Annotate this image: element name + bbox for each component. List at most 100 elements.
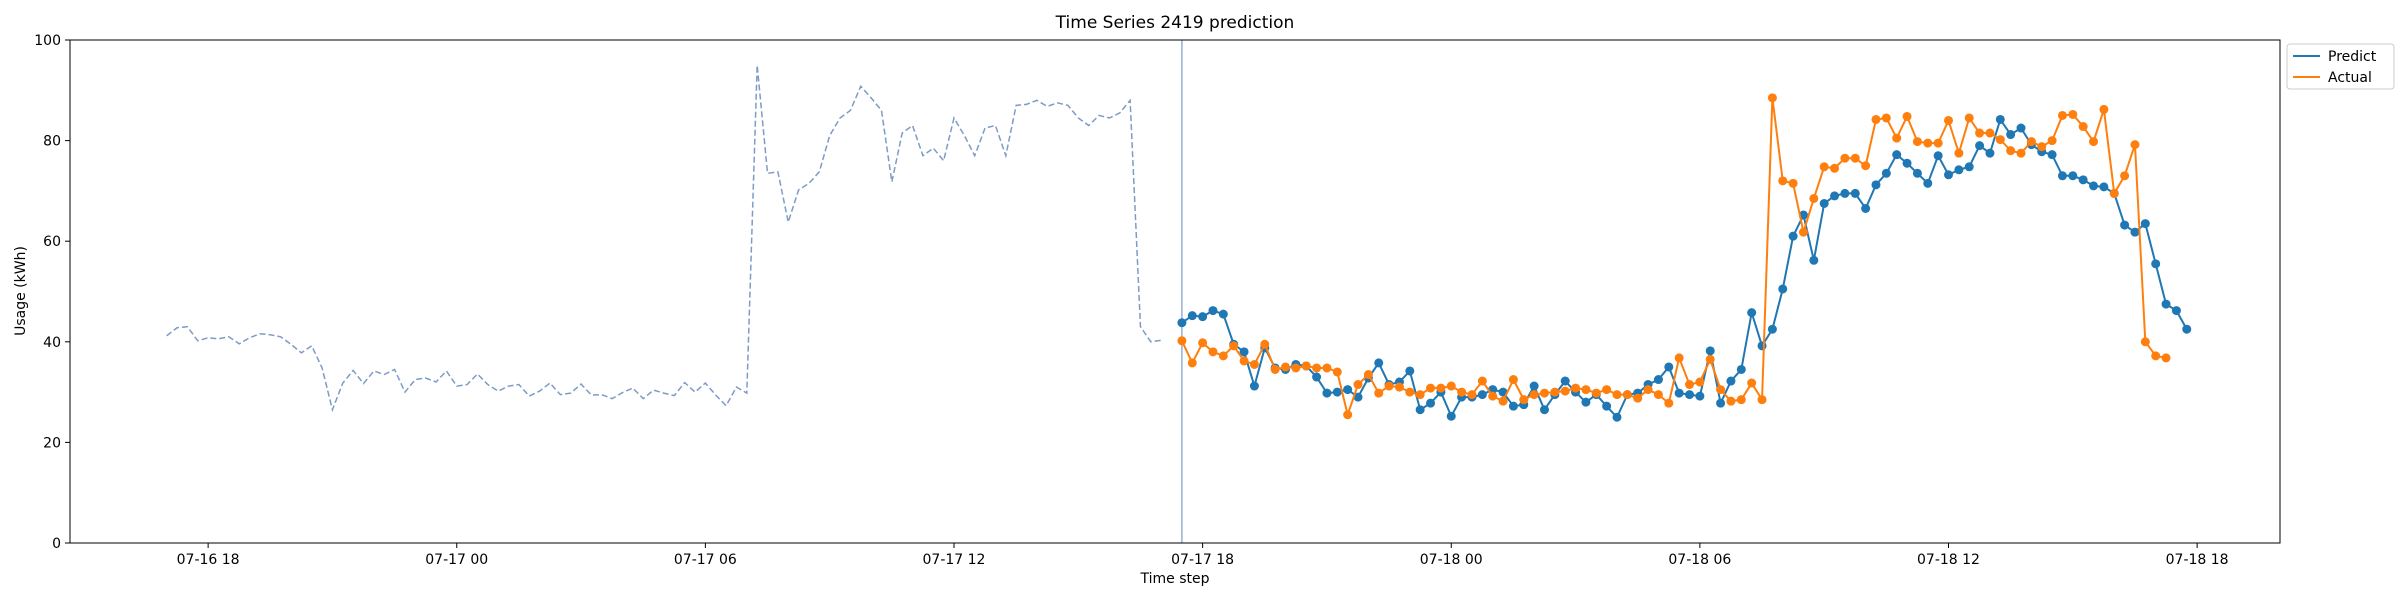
actual-point	[1975, 128, 1985, 138]
actual-point	[1332, 367, 1342, 377]
actual-point	[1229, 341, 1239, 351]
actual-point	[1270, 364, 1280, 374]
predict-point	[1830, 191, 1840, 201]
actual-point	[1343, 410, 1353, 420]
predict-point	[1985, 148, 1995, 158]
actual-point	[1985, 128, 1995, 138]
actual-point	[2130, 140, 2140, 150]
predict-point	[1964, 162, 1974, 172]
predict-point	[1198, 312, 1208, 322]
actual-point	[1187, 358, 1197, 368]
predict-point	[2099, 182, 2109, 192]
actual-point	[1840, 153, 1850, 163]
actual-point	[1322, 363, 1332, 373]
predict-point	[1539, 405, 1549, 415]
predict-point	[1374, 358, 1384, 368]
y-tick-label: 40	[43, 335, 61, 351]
predict-point	[1861, 204, 1871, 213]
actual-point	[1923, 138, 1933, 148]
actual-point	[2006, 146, 2016, 156]
predict-point	[1446, 411, 1456, 421]
predict-point	[1664, 362, 1674, 372]
predict-point	[1405, 366, 1415, 376]
predict-point	[2068, 171, 2078, 181]
plot-area	[70, 40, 2280, 543]
actual-point	[1374, 388, 1384, 398]
actual-point	[1301, 361, 1311, 371]
actual-point	[1467, 390, 1477, 400]
x-tick-label: 07-17 18	[1171, 552, 1234, 568]
actual-point	[1488, 391, 1498, 401]
y-axis-label: Usage (kWh)	[13, 246, 29, 336]
predict-point	[2182, 324, 2192, 334]
actual-point	[1778, 176, 1788, 186]
actual-point	[2140, 337, 2150, 347]
actual-point	[1529, 390, 1539, 400]
x-tick-label: 07-17 12	[923, 552, 986, 568]
predict-point	[1809, 255, 1819, 265]
predict-point	[2006, 130, 2016, 140]
predict-series	[1177, 114, 2192, 422]
predict-point	[1685, 390, 1695, 400]
actual-point	[2099, 104, 2109, 114]
predict-point	[1332, 387, 1342, 397]
predict-point	[2130, 227, 2140, 237]
predict-point	[1312, 372, 1322, 382]
actual-point	[1861, 161, 1871, 171]
predict-point	[1529, 381, 1539, 391]
predict-point	[2057, 171, 2067, 181]
actual-point	[1602, 385, 1612, 395]
actual-point	[1612, 390, 1622, 400]
predict-point	[1426, 398, 1436, 408]
actual-point	[1353, 380, 1363, 390]
x-axis-label: Time step	[1140, 571, 1210, 587]
actual-point	[1415, 390, 1425, 400]
actual-point	[1457, 387, 1467, 397]
predict-point	[1923, 178, 1933, 188]
actual-point	[1633, 393, 1643, 403]
predict-point	[1819, 198, 1829, 208]
actual-point	[1426, 383, 1436, 393]
y-tick-label: 20	[43, 435, 61, 451]
history-line	[166, 65, 1162, 413]
y-tick-label: 80	[43, 134, 61, 150]
actual-point	[2109, 188, 2119, 198]
actual-point	[2120, 171, 2130, 181]
predict-point	[1477, 390, 1487, 400]
predict-point	[1871, 180, 1881, 190]
y-tick-label: 100	[34, 33, 61, 49]
predict-point	[1767, 324, 1777, 334]
predict-point	[1674, 388, 1684, 398]
actual-point	[1591, 388, 1601, 398]
actual-point	[1560, 386, 1570, 396]
actual-point	[1249, 359, 1259, 369]
actual-point	[1198, 338, 1208, 348]
actual-point	[1519, 395, 1529, 405]
plot-frame	[69, 39, 2281, 544]
series-layer	[1177, 93, 2192, 422]
predict-point	[1602, 401, 1612, 411]
actual-point	[1363, 370, 1373, 379]
predict-point	[1778, 284, 1788, 294]
actual-point	[1498, 396, 1508, 406]
predict-point	[1954, 165, 1964, 175]
axes: 0 20 40 60 80 100 07-16 18 07-17 00 07-17 06 07-1…	[34, 33, 2228, 568]
predict-point	[1322, 388, 1332, 398]
predict-point	[1653, 375, 1663, 385]
predict-point	[1508, 401, 1518, 411]
actual-point	[1177, 336, 1187, 346]
x-tick-label: 07-17 06	[674, 552, 737, 568]
actual-point	[1664, 398, 1674, 408]
predict-point	[1612, 412, 1622, 422]
actual-point	[1736, 395, 1746, 405]
actual-point	[2047, 136, 2057, 146]
actual-point	[1260, 339, 1270, 349]
predict-point	[1249, 381, 1259, 391]
actual-point	[1716, 385, 1726, 395]
actual-point	[1312, 363, 1322, 373]
predict-point	[1902, 158, 1912, 168]
x-tick-label: 07-18 12	[1917, 552, 1980, 568]
predict-point	[1995, 114, 2005, 124]
actual-point	[2078, 122, 2088, 132]
